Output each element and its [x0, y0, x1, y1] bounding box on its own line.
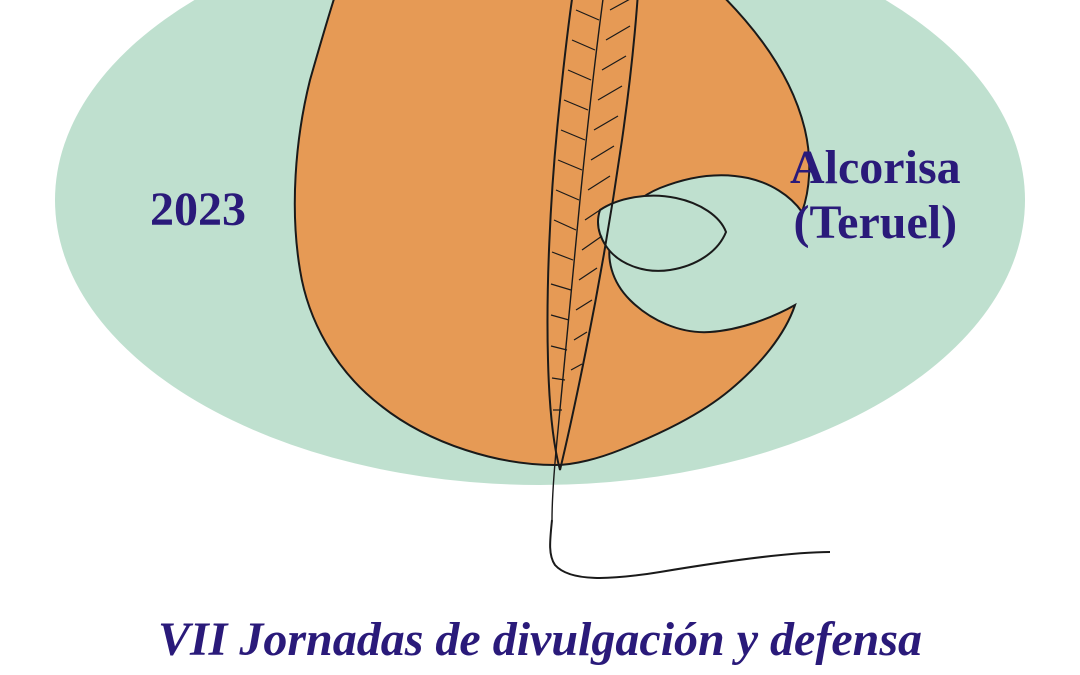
place-line-1: Alcorisa [790, 141, 961, 194]
logo-illustration [0, 0, 1080, 590]
place-label: Alcorisa (Teruel) [790, 140, 961, 250]
poster-canvas: 2023 Alcorisa (Teruel) VII Jornadas de d… [0, 0, 1080, 675]
quill-tail [550, 520, 830, 578]
year-label: 2023 [150, 182, 246, 237]
place-line-2: (Teruel) [794, 196, 958, 249]
title-line-1: VII Jornadas de divulgación y defensa [0, 612, 1080, 667]
